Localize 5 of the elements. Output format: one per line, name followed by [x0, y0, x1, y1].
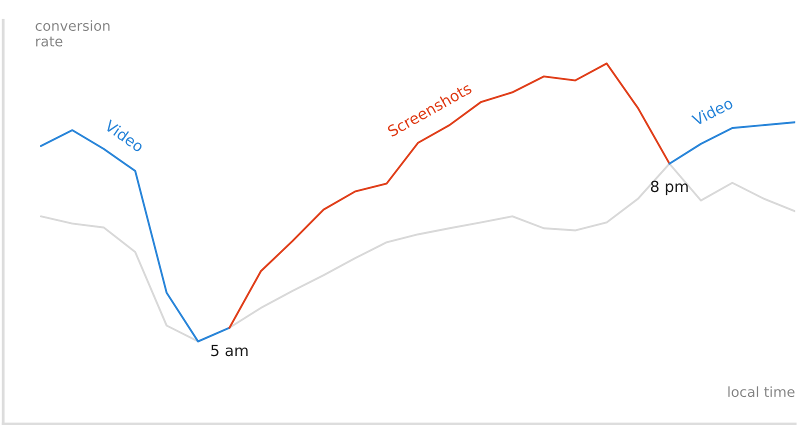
annotation: 8 pm [650, 180, 688, 196]
x-axis-title: local time [728, 386, 794, 398]
text: Video [690, 96, 734, 126]
y-axis-title: conversion rate [36, 20, 110, 47]
annotation: 5 am [211, 344, 248, 356]
